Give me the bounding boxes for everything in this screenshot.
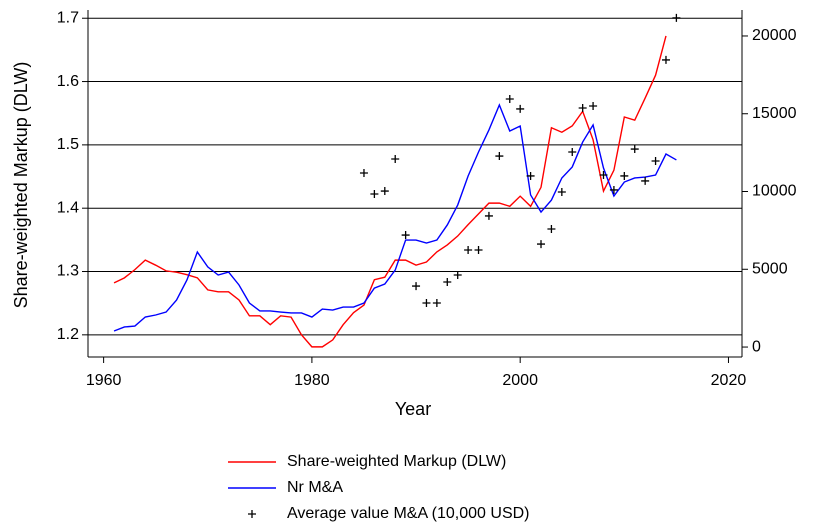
marker bbox=[370, 189, 379, 198]
y2-tick-label: 5000 bbox=[752, 260, 788, 277]
y-tick-label: 1.5 bbox=[57, 136, 79, 153]
y-tick-label: 1.7 bbox=[57, 9, 79, 26]
marker bbox=[630, 145, 639, 154]
marker bbox=[547, 224, 556, 233]
y-axis-label: Share-weighted Markup (DLW) bbox=[11, 62, 31, 309]
marker bbox=[505, 94, 514, 103]
marker bbox=[391, 155, 400, 164]
marker bbox=[516, 104, 525, 113]
marker bbox=[453, 271, 462, 280]
y2-tick-label: 0 bbox=[752, 338, 761, 355]
marker bbox=[620, 171, 629, 180]
marker bbox=[578, 103, 587, 112]
marker bbox=[484, 211, 493, 220]
marker bbox=[537, 240, 546, 249]
y-tick-label: 1.6 bbox=[57, 73, 79, 90]
marker bbox=[672, 13, 681, 22]
series-line bbox=[113, 35, 667, 348]
marker bbox=[641, 176, 650, 185]
marker bbox=[609, 185, 618, 194]
x-axis-label: Year bbox=[395, 399, 431, 419]
marker bbox=[380, 187, 389, 196]
marker bbox=[589, 101, 598, 110]
legend-label: Share-weighted Markup (DLW) bbox=[287, 453, 506, 470]
marker bbox=[495, 152, 504, 161]
marker bbox=[401, 231, 410, 240]
marker bbox=[422, 299, 431, 308]
marker bbox=[412, 282, 421, 291]
marker bbox=[432, 299, 441, 308]
y2-tick-label: 10000 bbox=[752, 183, 797, 200]
marker bbox=[651, 157, 660, 166]
x-tick-label: 2020 bbox=[711, 372, 747, 389]
marker bbox=[661, 55, 670, 64]
y2-tick-label: 15000 bbox=[752, 105, 797, 122]
marker bbox=[568, 148, 577, 157]
legend-label: Average value M&A (10,000 USD) bbox=[287, 505, 530, 522]
marker bbox=[443, 278, 452, 287]
legend-label: Nr M&A bbox=[287, 479, 343, 496]
marker bbox=[359, 169, 368, 178]
marker bbox=[526, 171, 535, 180]
y-tick-label: 1.4 bbox=[57, 199, 79, 216]
marker bbox=[474, 245, 483, 254]
marker bbox=[557, 187, 566, 196]
y-tick-label: 1.2 bbox=[57, 326, 79, 343]
x-tick-label: 1960 bbox=[86, 372, 122, 389]
x-tick-label: 2000 bbox=[502, 372, 538, 389]
y2-tick-label: 20000 bbox=[752, 27, 797, 44]
marker bbox=[464, 245, 473, 254]
y-tick-label: 1.3 bbox=[57, 263, 79, 280]
legend-symbol bbox=[248, 510, 256, 518]
series-line bbox=[113, 103, 677, 332]
marker bbox=[599, 171, 608, 180]
x-tick-label: 1980 bbox=[294, 372, 330, 389]
